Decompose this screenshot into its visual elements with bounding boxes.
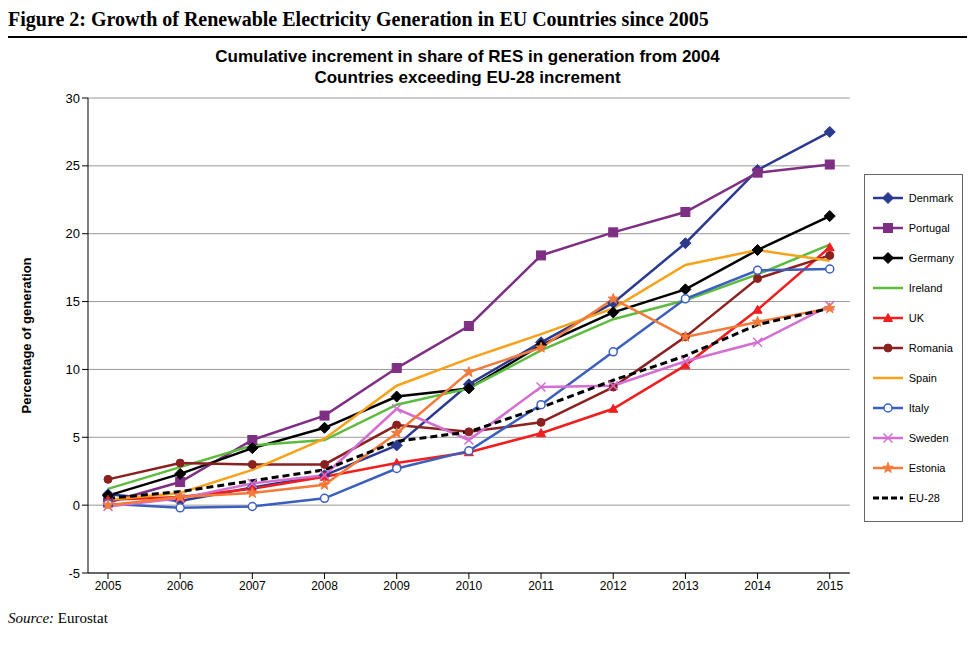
html-text:UK: UK [908, 312, 924, 324]
html-text:Sweden: Sweden [908, 432, 949, 444]
svg-text:25: 25 [66, 158, 80, 173]
svg-text:2011: 2011 [528, 579, 554, 593]
svg-text:2010: 2010 [456, 579, 483, 593]
html-text:Countries exceeding EU-28 incr: Countries exceeding EU-28 increment [314, 68, 621, 87]
html-text:Ireland: Ireland [908, 282, 943, 294]
svg-text:20: 20 [66, 226, 80, 241]
svg-text:Percentage of generation: Percentage of generation [19, 257, 34, 413]
svg-text:2009: 2009 [383, 579, 410, 593]
svg-text:-5: -5 [68, 566, 80, 581]
svg-text:2005: 2005 [95, 579, 122, 593]
html-text:Italy: Italy [908, 402, 929, 414]
html-text:Source: Eurostat: Source: Eurostat [8, 610, 108, 626]
html-text:Estonia: Estonia [908, 462, 946, 474]
svg-text:0: 0 [73, 498, 80, 513]
html-text:EU-28: EU-28 [908, 492, 940, 504]
html-text:Cumulative increment in share: Cumulative increment in share of RES in … [215, 47, 720, 66]
svg-text:5: 5 [73, 430, 80, 445]
html-text:Germany: Germany [908, 252, 954, 264]
svg-text:30: 30 [66, 91, 80, 106]
svg-text:2006: 2006 [167, 579, 194, 593]
html-text:Spain: Spain [908, 372, 937, 384]
svg-text:2012: 2012 [600, 579, 627, 593]
svg-text:2007: 2007 [239, 579, 266, 593]
html-text:Denmark: Denmark [908, 192, 954, 204]
html-text:Portugal: Portugal [908, 222, 950, 234]
svg-text:2014: 2014 [744, 579, 771, 593]
svg-text:2013: 2013 [672, 579, 699, 593]
svg-text:2008: 2008 [311, 579, 338, 593]
html-text:Figure 2: Growth of Renewable: Figure 2: Growth of Renewable Electricit… [8, 8, 709, 30]
html-text:Romania: Romania [908, 342, 953, 354]
svg-text:15: 15 [66, 294, 80, 309]
svg-text:10: 10 [66, 362, 80, 377]
svg-text:2015: 2015 [816, 579, 843, 593]
